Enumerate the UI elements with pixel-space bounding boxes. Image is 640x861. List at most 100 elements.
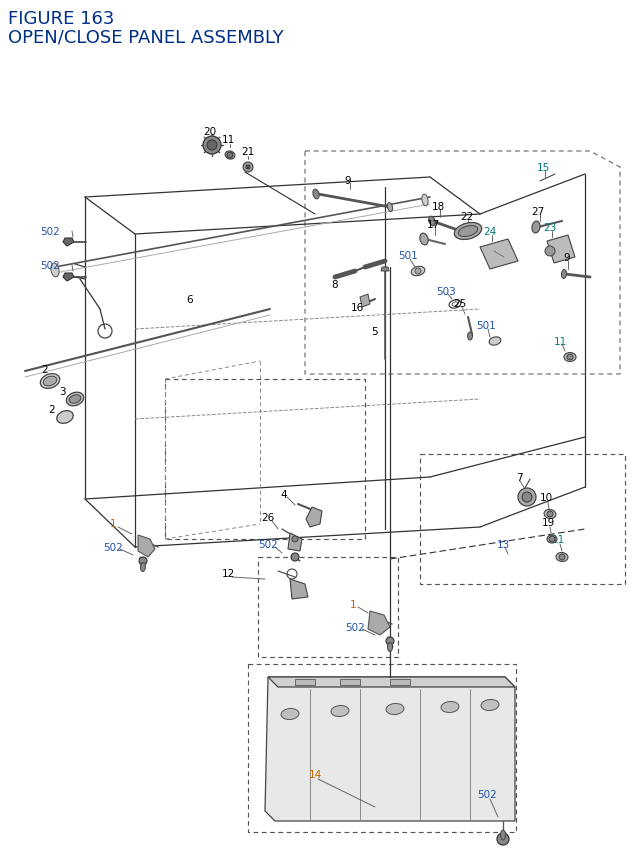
Text: 9: 9 <box>564 253 570 263</box>
Ellipse shape <box>420 234 428 245</box>
Circle shape <box>207 141 217 151</box>
Text: 1: 1 <box>349 599 356 610</box>
Text: 24: 24 <box>483 226 497 237</box>
Bar <box>420 455 625 585</box>
Text: 6: 6 <box>187 294 193 305</box>
Text: 14: 14 <box>308 769 322 779</box>
Polygon shape <box>138 536 155 557</box>
Text: 2: 2 <box>42 364 48 375</box>
Circle shape <box>518 488 536 506</box>
Circle shape <box>291 554 299 561</box>
Polygon shape <box>295 679 315 685</box>
Text: 9: 9 <box>345 176 351 186</box>
Polygon shape <box>390 679 410 685</box>
Circle shape <box>559 554 565 561</box>
Ellipse shape <box>67 393 84 406</box>
Ellipse shape <box>532 222 540 233</box>
Text: 25: 25 <box>453 299 467 308</box>
Ellipse shape <box>69 395 81 404</box>
Ellipse shape <box>561 270 566 279</box>
Polygon shape <box>381 268 389 272</box>
Text: 502: 502 <box>40 261 60 270</box>
Polygon shape <box>290 579 308 599</box>
Ellipse shape <box>331 706 349 716</box>
Text: 503: 503 <box>436 287 456 297</box>
Circle shape <box>227 152 233 158</box>
Circle shape <box>522 492 532 503</box>
Text: 5: 5 <box>372 326 378 337</box>
Text: 19: 19 <box>541 517 555 528</box>
Text: 1: 1 <box>109 518 116 529</box>
Circle shape <box>243 163 253 173</box>
Ellipse shape <box>547 536 557 543</box>
Text: 18: 18 <box>431 201 445 212</box>
Text: 23: 23 <box>543 223 557 232</box>
Polygon shape <box>340 679 360 685</box>
Text: 2: 2 <box>49 405 55 414</box>
Polygon shape <box>268 678 515 687</box>
Circle shape <box>139 557 147 566</box>
Text: 502: 502 <box>477 789 497 799</box>
Circle shape <box>415 269 421 275</box>
Text: 26: 26 <box>261 512 275 523</box>
Circle shape <box>246 166 250 170</box>
Polygon shape <box>288 533 302 551</box>
Text: 3: 3 <box>59 387 65 397</box>
Text: 502: 502 <box>103 542 123 553</box>
Bar <box>258 557 398 657</box>
Polygon shape <box>306 507 322 528</box>
Polygon shape <box>368 611 390 635</box>
Polygon shape <box>63 274 74 282</box>
Ellipse shape <box>500 830 506 840</box>
Ellipse shape <box>313 190 319 200</box>
Ellipse shape <box>51 263 59 277</box>
Text: 17: 17 <box>426 220 440 230</box>
Circle shape <box>547 511 553 517</box>
Polygon shape <box>547 236 575 263</box>
Text: 16: 16 <box>350 303 364 313</box>
Circle shape <box>545 247 555 257</box>
Text: 15: 15 <box>536 163 550 173</box>
Text: 22: 22 <box>460 212 474 222</box>
Ellipse shape <box>387 203 393 212</box>
Ellipse shape <box>411 267 425 276</box>
Ellipse shape <box>225 152 235 160</box>
Ellipse shape <box>489 338 501 346</box>
Circle shape <box>549 536 555 542</box>
Ellipse shape <box>556 553 568 562</box>
Text: 12: 12 <box>221 568 235 579</box>
Ellipse shape <box>44 377 57 387</box>
Ellipse shape <box>544 510 556 519</box>
Circle shape <box>567 355 573 361</box>
Bar <box>248 664 516 832</box>
Ellipse shape <box>281 709 299 720</box>
Ellipse shape <box>564 353 576 362</box>
Ellipse shape <box>422 195 428 207</box>
Ellipse shape <box>387 643 392 652</box>
Circle shape <box>203 137 221 155</box>
Text: 11: 11 <box>221 135 235 145</box>
Circle shape <box>386 637 394 645</box>
Text: 11: 11 <box>554 337 566 347</box>
Text: 11: 11 <box>552 535 564 544</box>
Ellipse shape <box>57 412 73 424</box>
Circle shape <box>497 833 509 845</box>
Ellipse shape <box>454 223 482 240</box>
Text: 4: 4 <box>281 489 287 499</box>
Ellipse shape <box>429 217 435 226</box>
Text: 21: 21 <box>241 147 255 157</box>
Text: 502: 502 <box>40 226 60 237</box>
Bar <box>165 380 365 539</box>
Text: 10: 10 <box>540 492 552 503</box>
Ellipse shape <box>467 332 472 341</box>
Polygon shape <box>63 238 74 247</box>
Ellipse shape <box>458 226 477 237</box>
Ellipse shape <box>386 703 404 715</box>
Text: 8: 8 <box>332 280 339 289</box>
Ellipse shape <box>140 563 145 572</box>
Text: 27: 27 <box>531 207 545 217</box>
Text: OPEN/CLOSE PANEL ASSEMBLY: OPEN/CLOSE PANEL ASSEMBLY <box>8 28 284 46</box>
Ellipse shape <box>40 375 60 389</box>
Ellipse shape <box>481 700 499 710</box>
Polygon shape <box>480 239 518 269</box>
